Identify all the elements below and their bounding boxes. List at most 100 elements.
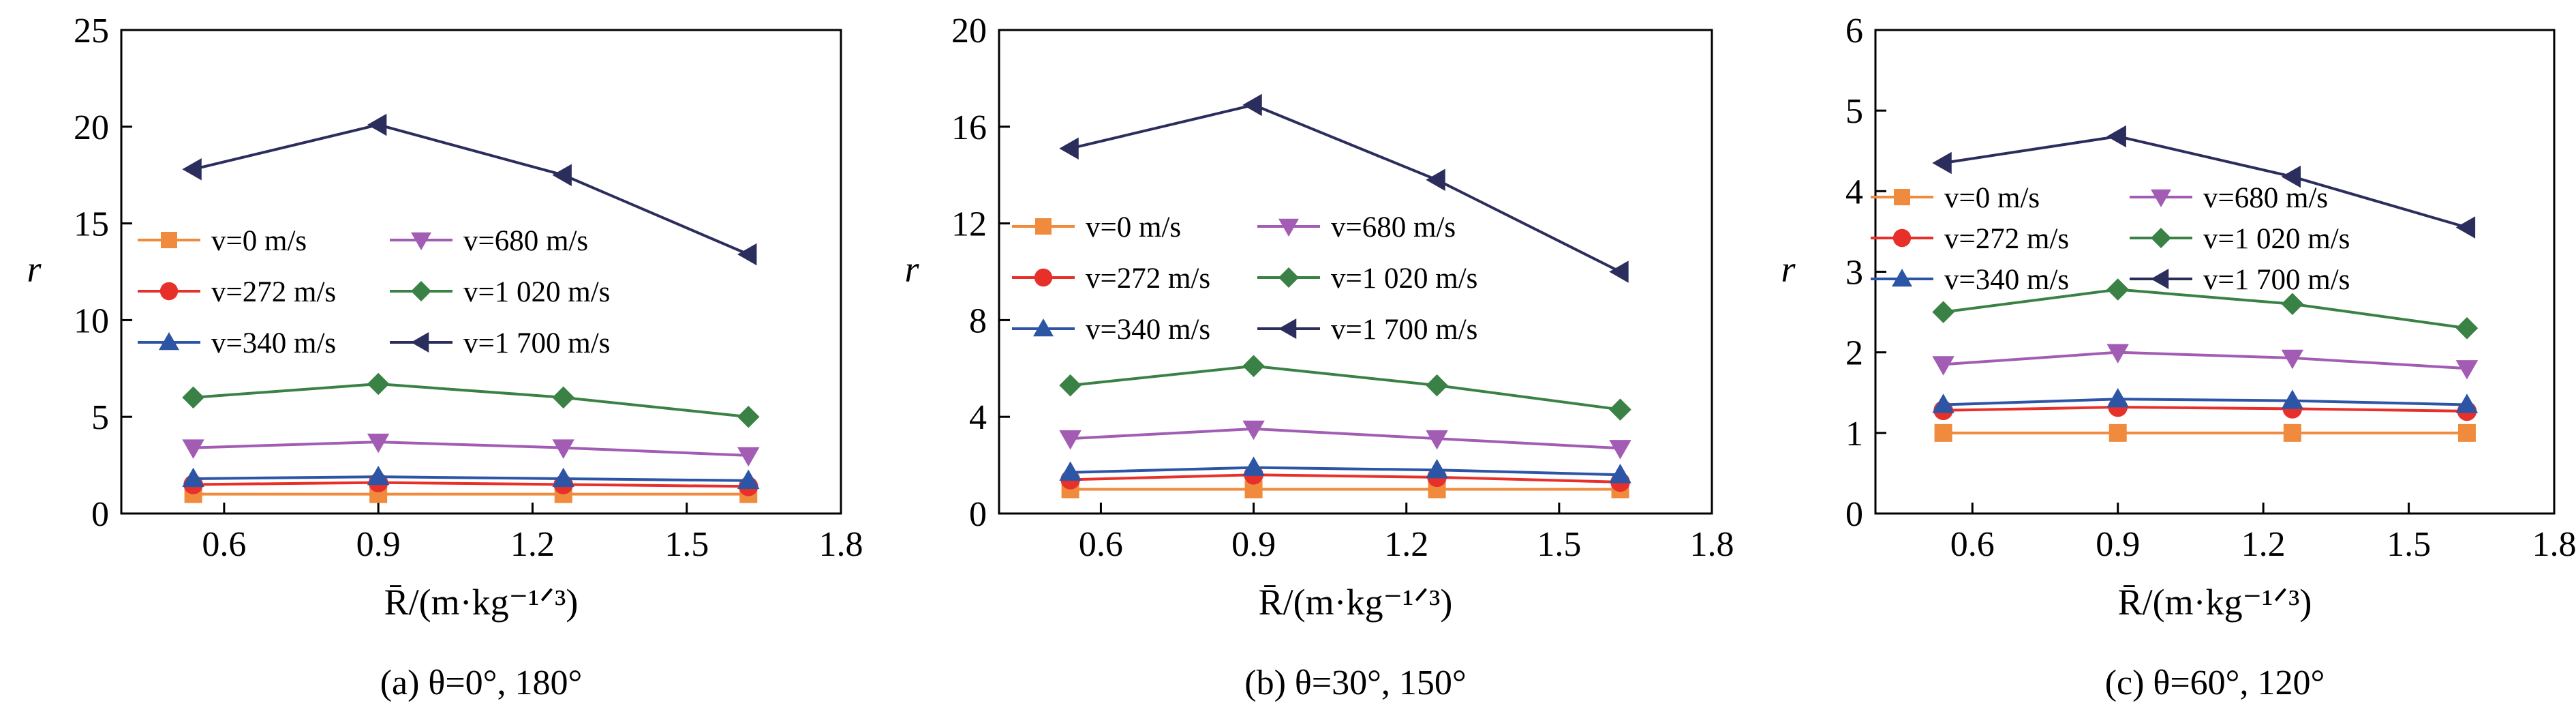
series-line — [1943, 406, 2467, 413]
series-line — [193, 475, 749, 482]
x-axis-label: R̄/(m·kg⁻¹ᐟ³) — [2118, 582, 2312, 623]
data-point — [1242, 420, 1265, 441]
y-tick-label: 5 — [1845, 92, 1863, 131]
legend-entry: v=272 m/s — [1012, 263, 1210, 295]
data-point — [367, 113, 387, 136]
legend-label: v=1 700 m/s — [2203, 264, 2350, 296]
y-axis-label: r — [904, 249, 919, 290]
legend-label: v=1 020 m/s — [1331, 263, 1477, 295]
legend-label: v=0 m/s — [1086, 211, 1181, 243]
legend-marker — [1892, 228, 1912, 248]
legend-marker — [2151, 269, 2169, 289]
y-tick-label: 4 — [969, 398, 987, 437]
x-tick-label: 0.9 — [2096, 525, 2140, 564]
y-tick-label: 3 — [1845, 254, 1863, 293]
legend-marker — [1278, 267, 1299, 288]
legend: v=0 m/s v=680 m/s v=272 m/s v=1 020 m/s v=34… — [138, 225, 610, 359]
legend-entry: v=0 m/s — [138, 225, 307, 257]
data-point — [2281, 349, 2304, 370]
legend-entry: v=1 700 m/s — [1257, 314, 1477, 346]
data-point — [2283, 423, 2301, 442]
data-point — [552, 467, 574, 488]
data-point — [1609, 464, 1631, 484]
x-axis-label: R̄/(m·kg⁻¹ᐟ³) — [1259, 582, 1453, 623]
y-tick-label: 6 — [1845, 12, 1863, 50]
series-5 — [182, 113, 757, 266]
series-5 — [1932, 125, 2476, 239]
data-point — [1932, 393, 1954, 413]
legend: v=0 m/s v=680 m/s v=272 m/s v=1 020 m/s v=34… — [1871, 182, 2350, 296]
series-line — [193, 441, 749, 457]
x-tick-label: 0.9 — [356, 525, 401, 564]
y-tick-label: 25 — [74, 12, 109, 50]
data-point — [2455, 316, 2479, 340]
data-point — [1242, 355, 1265, 378]
series-1 — [183, 473, 758, 496]
data-point — [182, 439, 204, 459]
legend-label: v=0 m/s — [211, 225, 307, 257]
legend-marker — [1894, 189, 1910, 205]
legend-label: v=272 m/s — [1086, 263, 1210, 295]
legend-label: v=1 020 m/s — [2203, 223, 2350, 255]
x-tick-label: 1.8 — [2532, 525, 2576, 564]
data-point — [2457, 423, 2476, 442]
y-tick-label: 8 — [969, 301, 987, 340]
data-point — [1609, 440, 1631, 460]
series-5 — [1059, 93, 1629, 283]
y-tick-label: 10 — [74, 301, 109, 340]
plot-frame — [120, 29, 842, 515]
legend-marker — [2151, 228, 2171, 248]
legend-marker — [159, 332, 179, 351]
y-tick-label: 5 — [91, 398, 109, 437]
data-point — [1934, 423, 1952, 442]
y-tick-label: 0 — [969, 495, 987, 534]
series-4 — [182, 372, 760, 428]
legend-marker — [1892, 269, 1912, 287]
y-tick-label: 20 — [74, 108, 109, 147]
data-point — [1426, 430, 1448, 450]
data-point — [1059, 461, 1082, 481]
series-line — [1070, 427, 1621, 450]
data-point — [1609, 261, 1629, 283]
legend-marker — [411, 281, 431, 301]
legend-entry: v=1 020 m/s — [390, 276, 610, 308]
legend-marker — [159, 282, 179, 301]
legend: v=0 m/s v=680 m/s v=272 m/s v=1 020 m/s v=34… — [1012, 211, 1477, 346]
legend-label: v=680 m/s — [1331, 211, 1456, 243]
legend-label: v=272 m/s — [1944, 223, 2069, 255]
legend-label: v=1 020 m/s — [463, 276, 610, 308]
legend-entry: v=272 m/s — [138, 276, 336, 308]
legend-marker — [411, 332, 429, 353]
chart-panel-a: 0.6 0.9 1.2 1.5 1.8 0 5 10 15 20 25 R̄/(m·kg⁻¹ᐟ³) r (… — [27, 12, 863, 702]
data-point — [182, 158, 202, 181]
legend-entry: v=680 m/s — [2130, 182, 2328, 214]
legend-label: v=680 m/s — [2203, 182, 2328, 214]
y-tick-label: 0 — [91, 495, 109, 534]
legend-entry: v=1 020 m/s — [1257, 263, 1477, 295]
legend-entry: v=1 700 m/s — [2130, 264, 2350, 296]
y-axis-label: r — [1781, 249, 1796, 290]
series-line — [193, 481, 749, 488]
legend-entry: v=0 m/s — [1012, 211, 1181, 243]
y-tick-label: 12 — [951, 205, 987, 244]
legend-entry: v=680 m/s — [390, 225, 588, 257]
data-point — [552, 386, 574, 409]
data-point — [1932, 151, 1952, 175]
data-point — [2106, 125, 2126, 148]
series-2 — [1059, 456, 1631, 484]
data-point — [737, 405, 760, 428]
x-tick-label: 0.6 — [1079, 525, 1123, 564]
data-point — [1242, 456, 1265, 476]
data-point — [1932, 301, 1954, 323]
legend-label: v=340 m/s — [1086, 314, 1210, 346]
series-4 — [1932, 278, 2479, 340]
y-tick-label: 16 — [951, 108, 987, 147]
series-4 — [1059, 355, 1631, 421]
legend-label: v=1 700 m/s — [1331, 314, 1477, 346]
data-point — [1059, 374, 1082, 397]
data-point — [2106, 387, 2129, 408]
x-tick-label: 1.8 — [819, 525, 863, 564]
plot-frame — [998, 29, 1713, 515]
data-point — [1426, 168, 1445, 192]
